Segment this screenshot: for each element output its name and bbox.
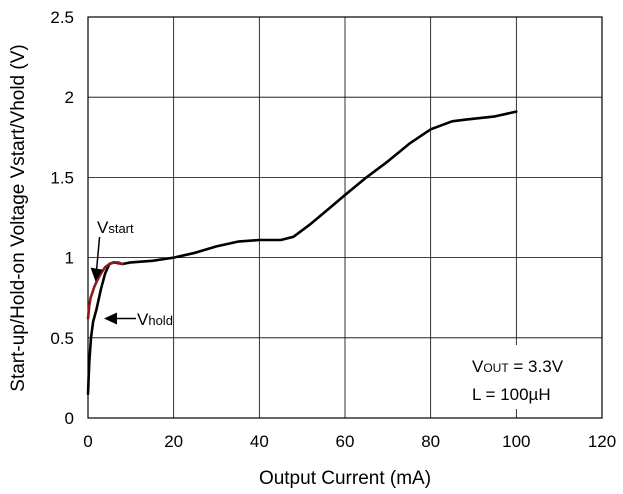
info-box-inductance: L = 100µH [472, 385, 551, 404]
series-layer [86, 110, 518, 396]
y-tick-label: 0.5 [50, 329, 74, 348]
vstart-annotation: Vstart [90, 218, 134, 282]
series-line-vstart [86, 261, 124, 320]
y-axis-label: Start-up/Hold-on Voltage Vstart/Vhold (V… [8, 44, 29, 391]
y-tick-label: 1 [65, 249, 74, 268]
vhold-annotation: Vhold [103, 310, 173, 329]
vstart-arrow-head [90, 267, 103, 282]
x-axis-label: Output Current (mA) [259, 468, 431, 489]
info-box: VOUT = 3.3V L = 100µH [464, 345, 596, 409]
info-box-vout: VOUT = 3.3V [472, 357, 564, 376]
vhold-arrow-head [103, 312, 117, 325]
x-tick-label: 60 [336, 432, 355, 451]
vstart-arrow-line [95, 236, 101, 270]
vhold-label: Vhold [137, 310, 173, 329]
y-tick-label: 1.5 [50, 168, 74, 187]
x-tick-label: 40 [250, 432, 269, 451]
y-axis-ticks: 0 0.5 1 1.5 2 2.5 [50, 8, 74, 428]
x-tick-label: 20 [164, 432, 183, 451]
y-tick-label: 0 [65, 409, 74, 428]
x-tick-label: 120 [588, 432, 616, 451]
plot-area-frame [87, 16, 603, 419]
y-tick-label: 2 [65, 88, 74, 107]
x-tick-label: 100 [502, 432, 530, 451]
vstart-label: Vstart [97, 218, 134, 237]
x-axis-ticks: 0 20 40 60 80 100 120 [83, 432, 616, 451]
x-tick-label: 0 [83, 432, 92, 451]
series-line-vhold [86, 110, 518, 396]
y-tick-label: 2.5 [50, 8, 74, 27]
info-box-background [464, 345, 596, 409]
x-tick-label: 80 [421, 432, 440, 451]
